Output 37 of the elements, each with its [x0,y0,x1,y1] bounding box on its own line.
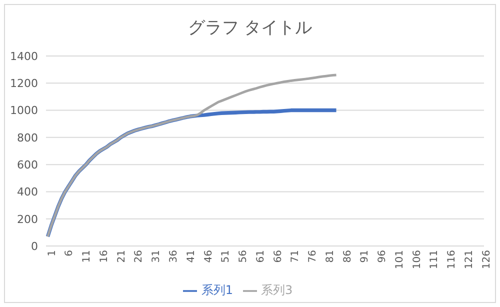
y-tick-label: 1200 [10,77,38,90]
x-tick-label: 76 [308,250,319,263]
y-tick-label: 400 [17,186,38,199]
x-tick-label: 46 [203,250,214,263]
x-tick-label: 26 [134,250,145,263]
x-tick-label: 11 [82,250,93,263]
x-tick-label: 16 [98,250,110,263]
x-tick-label: 71 [290,250,302,263]
x-tick-label: 111 [429,250,440,270]
x-tick-label: 101 [394,250,406,270]
x-tick-label: 41 [186,250,197,263]
y-tick-label: 200 [17,212,38,226]
legend-label: 系列3 [261,283,293,297]
x-tick-label: 61 [255,250,266,263]
x-tick-label: 36 [168,250,180,263]
x-tick-label: 51 [220,250,232,263]
chart-title: グラフ タイトル [186,17,314,39]
x-tick-label: 81 [324,250,336,263]
x-tick-label: 56 [238,250,250,263]
y-tick-label: 0 [31,240,38,253]
y-tick-label: 1000 [10,104,38,118]
x-tick-label: 21 [116,250,128,263]
y-tick-label: 1400 [10,50,38,63]
legend-label: 系列1 [201,283,233,297]
x-tick-label: 31 [151,250,162,263]
y-tick-label: 800 [17,131,38,144]
y-tick-label: 600 [17,158,38,172]
x-tick-label: 6 [64,250,76,256]
x-tick-label: 106 [412,250,423,270]
x-tick-label: 126 [481,250,492,270]
x-tick-label: 121 [464,250,475,270]
x-tick-label: 96 [377,250,388,263]
x-tick-label: 1 [46,250,58,256]
x-tick-label: 116 [446,250,458,270]
x-tick-label: 86 [342,250,354,263]
x-tick-label: 91 [360,250,371,263]
x-tick-label: 66 [272,250,284,263]
